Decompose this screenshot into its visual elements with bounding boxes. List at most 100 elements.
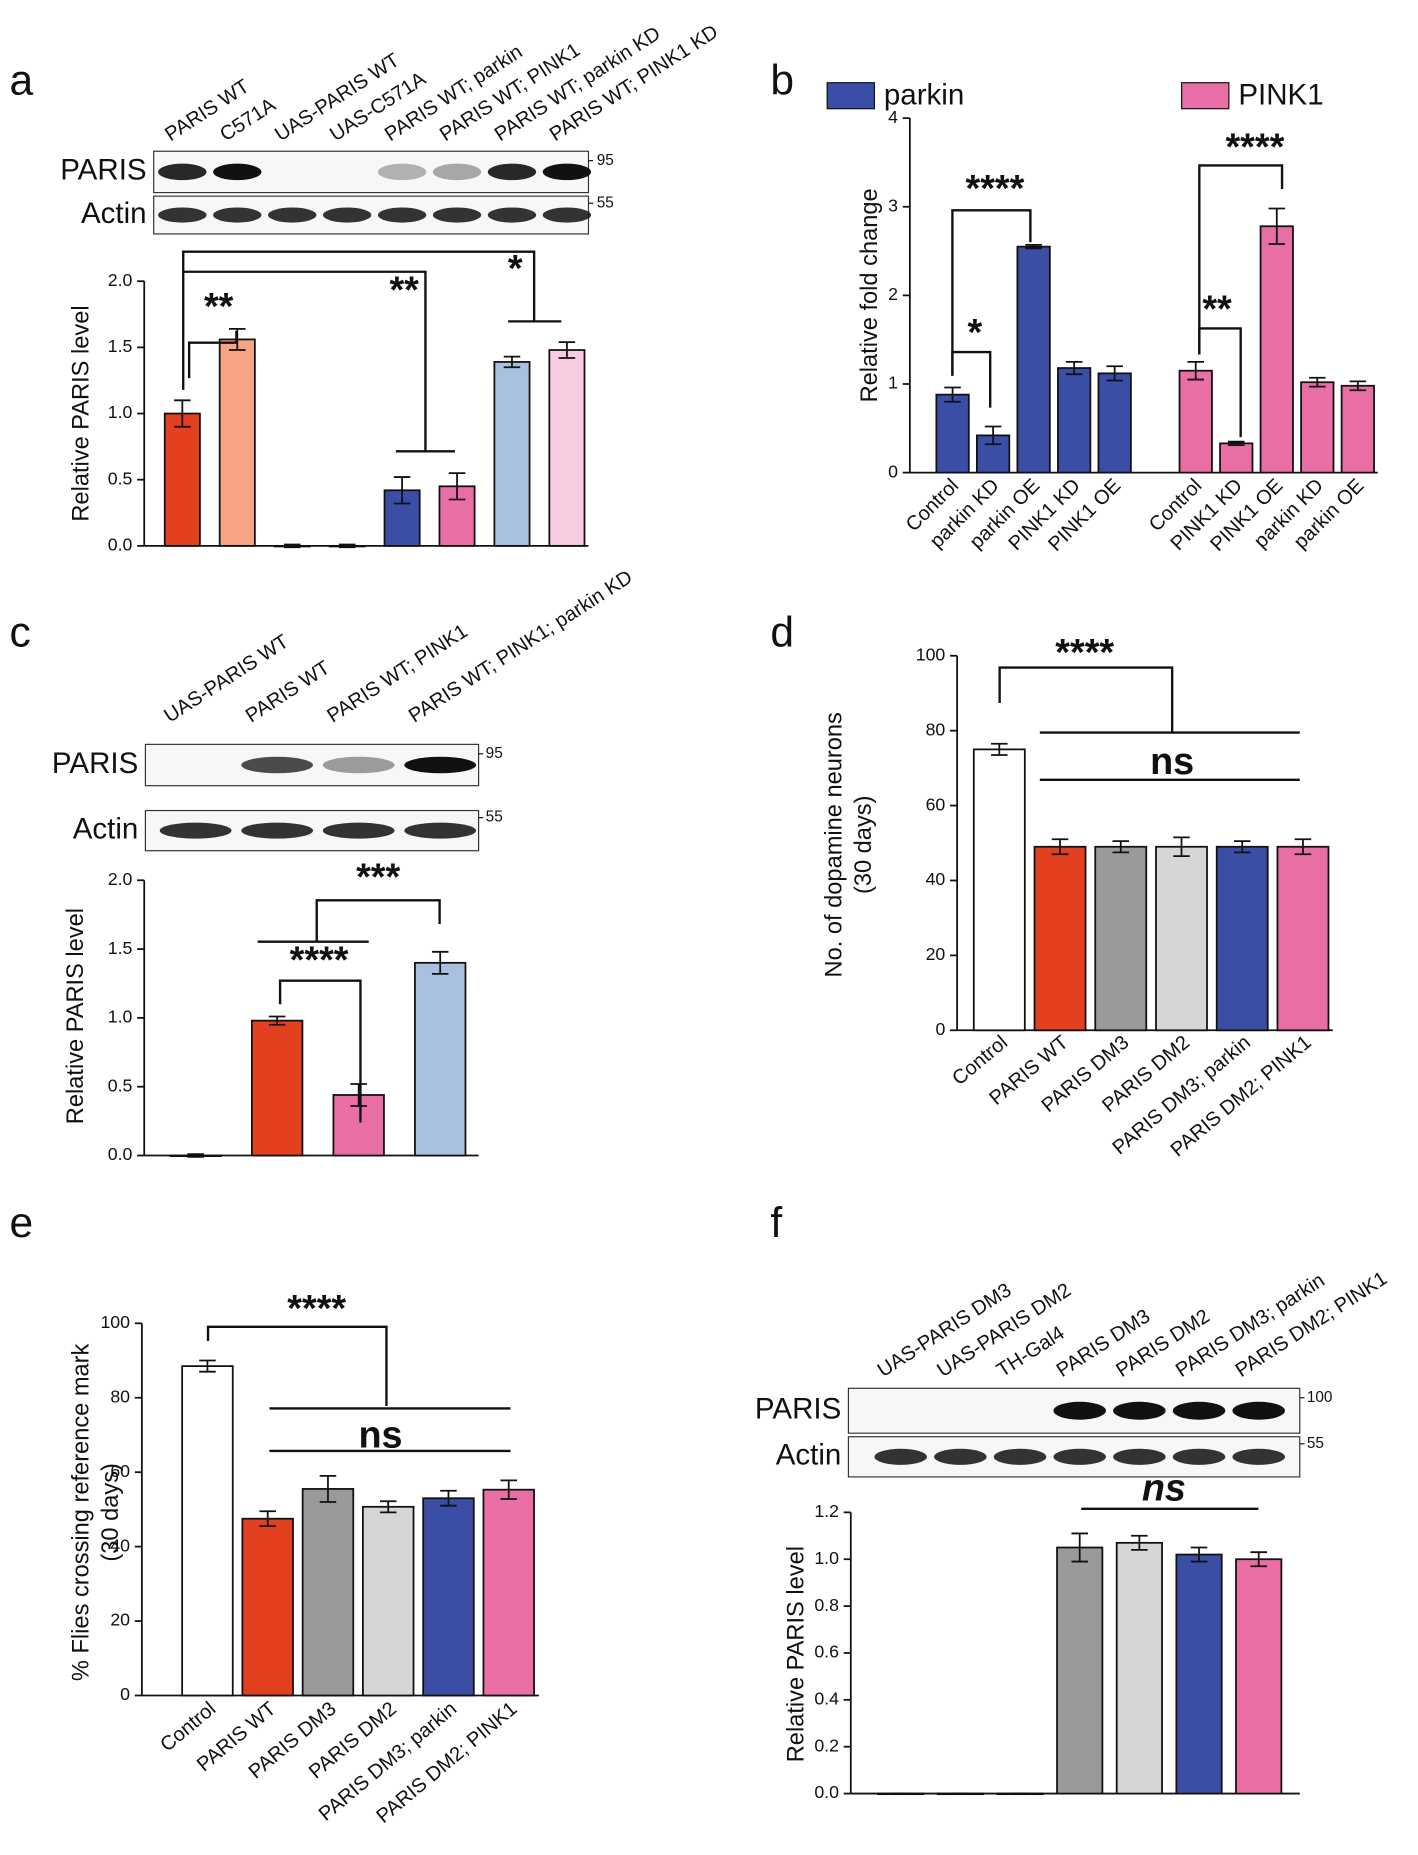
y-tick-label: 100 xyxy=(916,644,946,664)
bar xyxy=(1215,845,1269,1032)
panel-letter: b xyxy=(770,57,794,105)
y-axis-label: Relative fold change xyxy=(857,188,883,402)
blot-band xyxy=(874,1448,927,1465)
annotation: *** xyxy=(356,857,400,899)
blot-band xyxy=(1053,1401,1106,1420)
mw-marker: 100 xyxy=(1307,1389,1333,1406)
y-axis-label: No. of dopamine neurons xyxy=(821,712,847,977)
blot-row-label: Actin xyxy=(776,1439,842,1472)
y-tick-label: 4 xyxy=(888,107,898,127)
annotation: ns xyxy=(1150,741,1194,783)
blot-band xyxy=(158,163,207,181)
y-tick-label: 2 xyxy=(888,284,898,304)
bar xyxy=(1057,367,1092,474)
blot-band xyxy=(241,756,314,774)
blot-band xyxy=(1172,1401,1226,1420)
y-tick-label: 0.8 xyxy=(814,1595,839,1615)
blot-row-label: PARIS xyxy=(52,747,138,780)
blot-row-label: PARIS xyxy=(755,1393,841,1426)
y-tick-label: 0.0 xyxy=(108,1144,133,1164)
blot-row-label: Actin xyxy=(73,812,139,845)
bar xyxy=(301,1488,355,1697)
bar xyxy=(1094,845,1148,1032)
y-axis-label: (30 days) xyxy=(851,796,877,894)
y-tick-label: 2.0 xyxy=(108,270,133,290)
bar xyxy=(218,338,256,547)
annotation: **** xyxy=(287,1288,346,1330)
significance-bracket xyxy=(206,1325,388,1407)
bar xyxy=(1178,369,1213,474)
blot-band xyxy=(322,822,395,839)
bar xyxy=(1115,1541,1163,1795)
blot-band xyxy=(268,207,317,223)
y-axis-label: Relative PARIS level xyxy=(69,305,95,521)
blot-band xyxy=(404,822,477,839)
annotation: ** xyxy=(389,269,419,311)
significance-bracket xyxy=(951,350,992,408)
blot-band xyxy=(542,207,592,223)
panel-letter: a xyxy=(10,57,34,105)
legend-swatch xyxy=(826,82,876,110)
legend-label: PINK1 xyxy=(1238,79,1323,112)
bar xyxy=(163,412,201,547)
blot-band xyxy=(377,207,427,223)
y-tick-label: 100 xyxy=(100,1312,130,1332)
y-tick-label: 60 xyxy=(926,794,946,814)
legend-label: parkin xyxy=(884,79,964,112)
y-tick-label: 0 xyxy=(935,1019,945,1039)
annotation: **** xyxy=(1055,632,1114,674)
y-tick-label: 0.5 xyxy=(108,468,133,488)
annotation: * xyxy=(967,312,982,354)
blot-band xyxy=(1113,1401,1166,1420)
y-tick-label: 20 xyxy=(110,1610,130,1630)
blot-band xyxy=(934,1448,987,1465)
blot-band xyxy=(322,207,372,223)
significance-bracket xyxy=(1198,327,1242,438)
significance-bracket xyxy=(998,666,1174,733)
bar xyxy=(181,1365,234,1697)
significance-bracket xyxy=(951,209,1032,376)
blot-band xyxy=(322,756,395,774)
y-tick-label: 0.6 xyxy=(814,1642,839,1662)
blot-band xyxy=(241,822,314,839)
blot-band xyxy=(404,756,477,774)
significance-bracket xyxy=(183,270,427,452)
bar xyxy=(1276,845,1330,1032)
legend-swatch xyxy=(1181,82,1230,110)
y-tick-label: 2.0 xyxy=(108,869,133,889)
category-label: PARIS WT; PINK1 xyxy=(323,620,471,727)
y-axis-label: Relative PARIS level xyxy=(63,908,89,1124)
y-tick-label: 0 xyxy=(888,461,898,481)
blot-band xyxy=(213,163,262,181)
blot-band xyxy=(377,163,427,181)
bar xyxy=(241,1517,294,1697)
bar xyxy=(493,361,531,547)
bar xyxy=(1056,1546,1104,1795)
significance-bracket xyxy=(182,250,536,390)
significance-bracket xyxy=(315,899,441,942)
y-tick-label: 80 xyxy=(926,719,946,739)
blot-band xyxy=(158,207,207,223)
bar xyxy=(1259,225,1294,474)
mw-marker: 95 xyxy=(597,152,614,169)
blot-band xyxy=(487,163,537,181)
bar xyxy=(250,1019,304,1157)
blot-band xyxy=(1232,1401,1285,1420)
blot-band xyxy=(1053,1448,1106,1465)
y-tick-label: 1.5 xyxy=(108,336,133,356)
y-tick-label: 1.5 xyxy=(108,938,133,958)
bar xyxy=(972,748,1026,1032)
bar xyxy=(1033,845,1087,1032)
annotation: **** xyxy=(966,168,1025,210)
bar xyxy=(1175,1553,1223,1795)
y-tick-label: 1.0 xyxy=(108,402,133,422)
y-tick-label: 60 xyxy=(110,1461,130,1481)
blot-band xyxy=(1113,1448,1166,1465)
bar xyxy=(1219,442,1254,474)
significance-bracket xyxy=(1198,164,1284,355)
bar xyxy=(422,1497,475,1697)
annotation: **** xyxy=(290,939,349,981)
bar xyxy=(1340,384,1375,474)
y-tick-label: 0.5 xyxy=(108,1075,133,1095)
blot-band xyxy=(487,207,537,223)
